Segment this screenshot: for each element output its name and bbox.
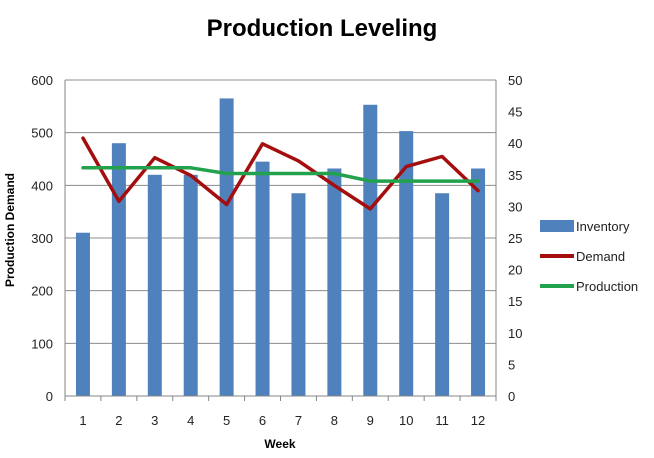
inventory-bar (291, 193, 306, 396)
x-tick-label: 12 (471, 413, 485, 428)
y-left-tick-label: 300 (31, 231, 53, 246)
y-right-tick-label: 40 (508, 136, 522, 151)
y-left-tick-label: 500 (31, 126, 53, 141)
y-left-tick-label: 0 (46, 389, 53, 404)
x-tick-label: 8 (331, 413, 338, 428)
legend-label: Demand (576, 249, 625, 264)
line-series (81, 136, 480, 211)
legend-label: Production (576, 279, 638, 294)
inventory-bar (111, 143, 126, 396)
x-tick-label: 2 (115, 413, 122, 428)
inventory-bar (399, 131, 414, 396)
inventory-bar (219, 98, 234, 396)
x-tick-label: 9 (367, 413, 374, 428)
inventory-bar (471, 168, 486, 396)
y-left-tick-label: 100 (31, 336, 53, 351)
y-right-tick-label: 5 (508, 357, 515, 372)
x-tick-label: 5 (223, 413, 230, 428)
left-axis-ticks: 0 100 200 300 400 500 600 (31, 73, 53, 404)
y-right-tick-label: 45 (508, 105, 522, 120)
y-right-tick-label: 0 (508, 389, 515, 404)
legend: Inventory Demand Production (540, 219, 638, 294)
x-axis-ticks: 1 2 3 4 5 6 7 8 9 10 11 12 (79, 413, 485, 428)
inventory-bar (75, 232, 90, 396)
gridlines (65, 79, 496, 397)
inventory-bars (75, 98, 486, 397)
x-axis-title: Week (264, 437, 295, 451)
y-right-tick-label: 35 (508, 168, 522, 183)
x-tick-label: 1 (79, 413, 86, 428)
inventory-bar (183, 174, 198, 396)
inventory-bar (363, 104, 378, 397)
chart-title: Production Leveling (207, 15, 438, 42)
inventory-bar (435, 193, 450, 396)
axes (64, 80, 497, 401)
x-tick-label: 7 (295, 413, 302, 428)
y-right-tick-label: 25 (508, 231, 522, 246)
legend-label: Inventory (576, 219, 630, 234)
inventory-bar (147, 174, 162, 396)
y-axis-title: Production Demand (3, 173, 17, 287)
y-left-tick-label: 200 (31, 284, 53, 299)
demand-line (81, 136, 480, 211)
y-right-tick-label: 10 (508, 326, 522, 341)
inventory-bar (255, 161, 270, 396)
x-tick-label: 4 (187, 413, 194, 428)
production-line (81, 166, 480, 183)
y-left-tick-label: 600 (31, 73, 53, 88)
x-tick-label: 11 (435, 413, 449, 428)
y-right-tick-label: 30 (508, 199, 522, 214)
legend-swatch-inventory (540, 220, 574, 232)
x-tick-label: 3 (151, 413, 158, 428)
y-left-tick-label: 400 (31, 178, 53, 193)
x-tick-label: 6 (259, 413, 266, 428)
inventory-bar (327, 168, 342, 396)
x-tick-label: 10 (399, 413, 413, 428)
right-axis-ticks: 0 5 10 15 20 25 30 35 40 45 50 (508, 73, 522, 404)
y-right-tick-label: 15 (508, 294, 522, 309)
y-right-tick-label: 50 (508, 73, 522, 88)
y-right-tick-label: 20 (508, 263, 522, 278)
